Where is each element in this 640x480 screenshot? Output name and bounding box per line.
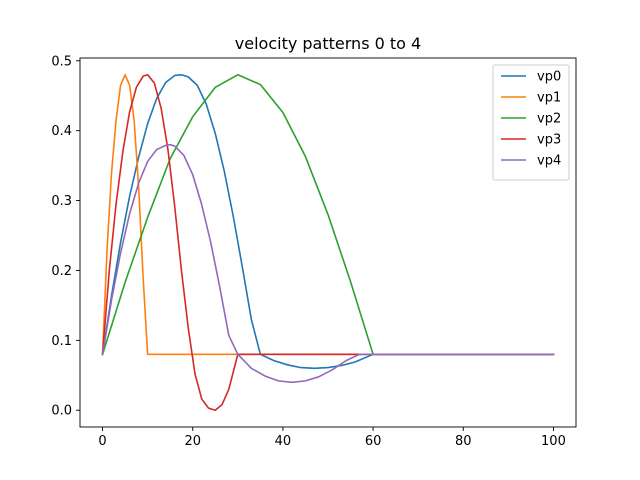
legend-label-vp2: vp2 <box>537 112 561 127</box>
y-tick-label: 0.3 <box>51 194 72 209</box>
legend-box <box>492 64 570 181</box>
x-tick-label: 60 <box>365 434 382 449</box>
x-tick-label: 80 <box>455 434 472 449</box>
x-tick-label: 20 <box>184 434 201 449</box>
y-tick-label: 0.1 <box>51 334 72 349</box>
y-tick-label: 0.0 <box>51 404 72 419</box>
x-tick-label: 0 <box>98 434 106 449</box>
series-line-vp4 <box>101 143 555 384</box>
y-tick-label: 0.5 <box>51 54 72 69</box>
plot-area <box>101 73 555 412</box>
x-tick-label: 100 <box>541 434 566 449</box>
legend: vp0 vp1 vp2 vp3 vp4 <box>492 64 570 181</box>
series-line-vp0 <box>101 73 555 370</box>
axes: 0 20 40 60 80 100 0.0 0.1 0.2 0.3 0.4 0.5 <box>51 54 577 449</box>
chart-title: velocity patterns 0 to 4 <box>235 34 421 53</box>
y-tick-label: 0.2 <box>51 264 72 279</box>
legend-label-vp4: vp4 <box>537 154 561 169</box>
series-lines <box>101 73 555 412</box>
plot-frame <box>79 57 577 428</box>
legend-label-vp3: vp3 <box>537 133 561 148</box>
legend-label-vp1: vp1 <box>537 91 561 106</box>
legend-label-vp0: vp0 <box>537 70 561 85</box>
y-tick-label: 0.4 <box>51 124 72 139</box>
series-line-vp3 <box>101 73 555 412</box>
x-tick-label: 40 <box>275 434 292 449</box>
